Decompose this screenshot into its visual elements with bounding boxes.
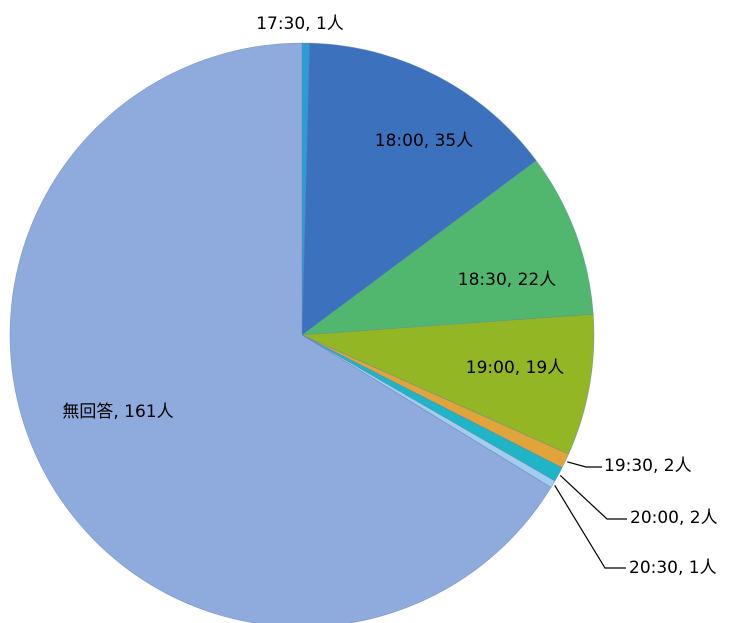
- data-label-2000: 20:00, 2人: [630, 508, 718, 528]
- data-label-1930: 19:30, 2人: [604, 456, 692, 476]
- data-label-2030: 20:30, 1人: [629, 558, 717, 578]
- pie-slice-1830: [300, 160, 594, 336]
- data-label-1900: 19:00, 19人: [466, 358, 564, 378]
- pie-slices: [9, 42, 595, 623]
- leader-lines: [554, 461, 627, 569]
- data-label-1730: 17:30, 1人: [256, 14, 344, 34]
- leader-line-2000: [559, 474, 627, 520]
- data-label-1830: 18:30, 22人: [458, 270, 556, 290]
- leader-line-2030: [554, 484, 626, 569]
- pie-slice-1800: [301, 42, 537, 336]
- pie-slice-no-answer: [9, 42, 552, 623]
- data-labels: 17:30, 1人 18:00, 35人 18:30, 22人 19:00, 1…: [62, 14, 717, 578]
- data-label-1800: 18:00, 35人: [375, 131, 473, 151]
- pie-slice-1900: [301, 313, 595, 455]
- leader-line-1930: [567, 461, 602, 468]
- data-label-no-answer: 無回答, 161人: [62, 402, 173, 422]
